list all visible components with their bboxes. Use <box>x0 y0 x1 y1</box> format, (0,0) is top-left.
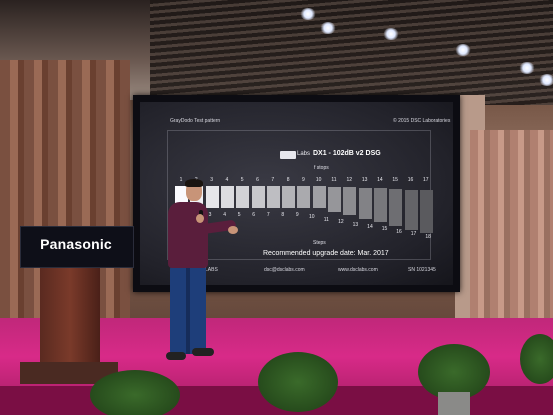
logo-text: Labs <box>297 151 311 157</box>
gray-patch <box>251 186 265 208</box>
step-number: 7 <box>266 212 270 218</box>
ceiling-slats <box>150 0 553 105</box>
potted-plant <box>258 352 338 412</box>
potted-plant <box>90 370 180 415</box>
step-number: 13 <box>352 221 359 228</box>
footer-email: dsc@dsclabs.com <box>264 267 305 273</box>
step-number: 3 <box>208 212 212 218</box>
presenter-hand <box>228 226 238 234</box>
stop-number: 6 <box>256 177 259 183</box>
spotlight <box>539 74 553 86</box>
stop-number: 15 <box>392 177 398 183</box>
stop-number: 4 <box>225 177 229 183</box>
stop-number: 10 <box>315 177 322 183</box>
stop-number: 9 <box>302 177 305 183</box>
podium-base <box>20 362 118 384</box>
step-number: 12 <box>338 219 344 226</box>
pattern-title: GrayDodo Test pattern <box>170 118 221 124</box>
gray-patch <box>389 189 403 226</box>
stop-number: 7 <box>271 177 275 183</box>
gray-patch <box>282 186 296 208</box>
podium-sign <box>20 226 134 268</box>
step-number: 9 <box>295 212 299 218</box>
step-number: 10 <box>309 214 315 221</box>
stop-number: 14 <box>377 177 383 183</box>
gray-patch <box>220 186 234 208</box>
stop-number: 1 <box>179 177 183 183</box>
step-number: 15 <box>381 226 388 233</box>
step-number: 5 <box>237 212 241 218</box>
stop-number: 17 <box>423 177 429 183</box>
presenter-jeans <box>170 266 206 354</box>
steps-label: Steps <box>313 240 326 246</box>
stop-number: 13 <box>361 177 368 183</box>
presenter-hair <box>185 179 203 187</box>
gray-patch <box>205 186 219 208</box>
gray-patch <box>297 186 311 208</box>
step-number: 11 <box>323 216 329 223</box>
step-number: 8 <box>281 212 285 218</box>
gray-patch <box>312 186 326 208</box>
gray-patch <box>358 187 372 219</box>
step-number: 17 <box>410 231 417 238</box>
stop-number: 3 <box>210 177 213 183</box>
spotlight <box>300 8 316 20</box>
potted-plant <box>418 344 490 400</box>
spotlight <box>320 22 336 34</box>
gray-patch <box>404 189 418 230</box>
chart-model: DX1 - 102dB v2 DSG <box>313 150 381 157</box>
podium-post <box>40 266 100 366</box>
gray-patch <box>266 186 280 208</box>
gray-patch <box>236 186 250 208</box>
stop-number: 16 <box>407 177 414 183</box>
recommended-date: Recommended upgrade date: Mar. 2017 <box>263 250 389 257</box>
stop-number: 11 <box>331 177 337 183</box>
gray-patch <box>373 188 387 223</box>
step-number: 18 <box>425 233 431 240</box>
step-number: 6 <box>252 212 256 218</box>
gray-patch <box>328 186 341 212</box>
spotlight <box>455 44 471 56</box>
step-number: 4 <box>223 212 226 218</box>
footer-serial: SN 1021345 <box>408 267 436 273</box>
podium-brand: Panasonic <box>40 236 112 252</box>
fstops-label: f stops <box>314 165 329 171</box>
step-number: 16 <box>396 228 402 235</box>
stop-number: 12 <box>346 177 353 183</box>
plant-pot <box>438 392 470 415</box>
potted-plant <box>520 334 553 384</box>
gray-patch <box>343 187 357 216</box>
dsc-logo-icon <box>280 151 296 159</box>
spotlight <box>383 28 399 40</box>
spotlight <box>519 62 535 74</box>
presenter-hand <box>196 214 204 223</box>
step-number: 14 <box>367 224 373 230</box>
stop-number: 5 <box>240 177 244 183</box>
stop-number: 8 <box>286 177 290 183</box>
footer-brand: LABS <box>205 267 218 273</box>
footer-web: www.dsclabs.com <box>338 267 378 273</box>
gray-patch <box>419 190 433 234</box>
curtain-right <box>470 130 553 340</box>
presenter-shoe <box>192 348 214 356</box>
copyright-text: © 2015 DSC Laboratories <box>393 118 451 124</box>
presenter-shoe <box>166 352 186 360</box>
